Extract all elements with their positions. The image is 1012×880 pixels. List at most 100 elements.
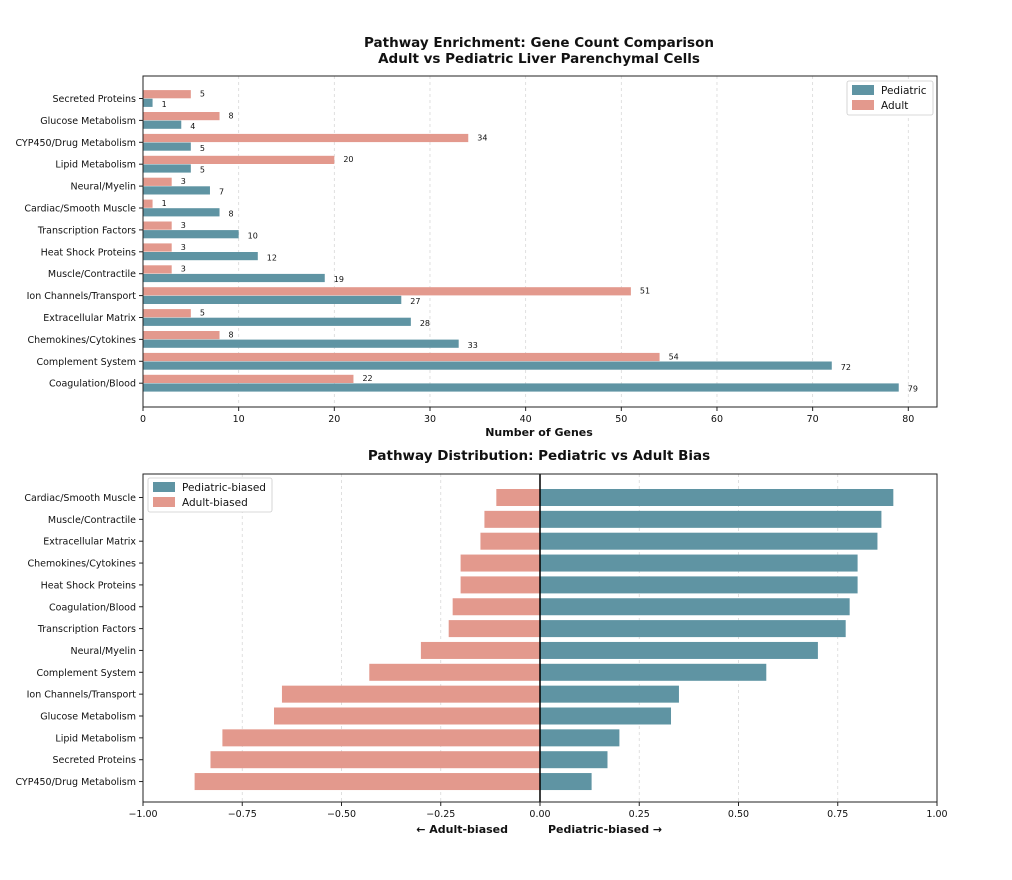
chart2-category-label: Complement System [36, 668, 136, 679]
chart2-bar-pediatric-biased [540, 576, 858, 594]
chart2-x-tick-label: 0.75 [827, 809, 848, 820]
chart1-bar-adult [143, 199, 153, 208]
gene-count-chart: Pathway Enrichment: Gene Count Compariso… [15, 35, 938, 439]
chart2-bar-adult-biased [480, 532, 540, 550]
chart1-value-label-pediatric: 72 [841, 363, 851, 372]
chart1-legend-swatch-adult [852, 100, 874, 110]
chart1-bar-pediatric [143, 142, 191, 151]
chart1-category-label: Heat Shock Proteins [41, 247, 136, 258]
chart2-x-tick-label: 1.00 [926, 809, 947, 820]
chart1-x-tick-label: 80 [902, 414, 914, 425]
chart2-bar-adult-biased [369, 663, 540, 681]
chart2-bar-adult-biased [222, 729, 540, 747]
chart1-category-label: Transcription Factors [37, 225, 136, 236]
bias-distribution-chart: Pathway Distribution: Pediatric vs Adult… [15, 448, 947, 836]
chart1-value-label-pediatric: 10 [248, 231, 258, 240]
chart1-x-axis-label: Number of Genes [485, 426, 593, 439]
chart2-category-label: Heat Shock Proteins [41, 580, 136, 591]
chart1-value-label-pediatric: 7 [219, 188, 224, 197]
chart2-x-axis-label-left: ← Adult-biased [416, 823, 508, 836]
chart1-bar-adult [143, 177, 172, 186]
chart1-category-label: Lipid Metabolism [55, 160, 136, 171]
chart2-x-tick-label: −0.50 [327, 809, 356, 820]
chart1-value-label-adult: 5 [200, 309, 205, 318]
chart1-value-label-pediatric: 8 [229, 210, 234, 219]
chart1-x-tick-label: 40 [520, 414, 532, 425]
chart1-value-label-pediatric: 12 [267, 253, 277, 262]
chart1-bar-adult [143, 155, 335, 164]
chart2-bar-pediatric-biased [540, 532, 878, 550]
chart1-bar-pediatric [143, 317, 411, 326]
chart1-bar-adult [143, 374, 354, 383]
chart1-category-label: Cardiac/Smooth Muscle [24, 204, 136, 215]
chart2-bar-adult-biased [484, 510, 540, 528]
chart1-value-label-adult: 51 [640, 287, 650, 296]
chart1-value-label-pediatric: 5 [200, 166, 205, 175]
chart1-category-label: Muscle/Contractile [48, 269, 136, 280]
chart2-bar-pediatric-biased [540, 598, 850, 616]
chart2-category-label: Coagulation/Blood [49, 602, 136, 613]
chart1-category-label: Ion Channels/Transport [27, 291, 137, 302]
chart1-bar-adult [143, 90, 191, 99]
chart1-title: Pathway Enrichment: Gene Count Compariso… [364, 35, 714, 51]
chart2-x-axis-label-right: Pediatric-biased → [548, 823, 662, 836]
chart1-value-label-adult: 3 [181, 265, 186, 274]
chart2-bar-pediatric-biased [540, 663, 767, 681]
chart1-category-label: Neural/Myelin [70, 182, 136, 193]
chart2-category-label: Extracellular Matrix [43, 537, 136, 548]
chart1-legend: Pediatric Adult [846, 80, 934, 116]
chart1-value-label-adult: 20 [343, 155, 353, 164]
chart1-subtitle: Adult vs Pediatric Liver Parenchymal Cel… [378, 51, 700, 67]
chart1-value-label-pediatric: 4 [190, 122, 195, 131]
chart1-plot-frame [142, 75, 938, 408]
chart1-value-label-pediatric: 79 [908, 385, 918, 394]
chart2-bar-pediatric-biased [540, 554, 858, 572]
chart2-bar-pediatric-biased [540, 510, 882, 528]
chart2-x-tick-label: 0.00 [529, 809, 550, 820]
chart2-category-label: Glucose Metabolism [40, 712, 136, 723]
chart2-category-label: Cardiac/Smooth Muscle [24, 493, 136, 504]
chart1-category-label: Secreted Proteins [52, 94, 136, 105]
chart2-bar-pediatric-biased [540, 707, 672, 725]
chart1-category-label: Glucose Metabolism [40, 116, 136, 127]
chart1-bar-pediatric [143, 295, 402, 304]
chart1-category-label: Extracellular Matrix [43, 313, 136, 324]
chart2-category-label: Chemokines/Cytokines [28, 559, 137, 570]
chart2-bar-pediatric-biased [540, 641, 818, 659]
chart2-bar-adult-biased [460, 576, 540, 594]
chart1-bar-adult [143, 331, 220, 340]
chart1-bar-adult [143, 243, 172, 252]
chart2-category-label: Secreted Proteins [52, 755, 136, 766]
chart1-category-label: Chemokines/Cytokines [28, 335, 137, 346]
chart1-category-label: CYP450/Drug Metabolism [15, 138, 136, 149]
chart1-bar-pediatric [143, 230, 239, 239]
chart1-value-label-adult: 3 [181, 243, 186, 252]
chart2-x-tick-label: −0.25 [426, 809, 455, 820]
chart1-bar-adult [143, 221, 172, 230]
chart2-category-label: Lipid Metabolism [55, 733, 136, 744]
chart1-bar-adult [143, 133, 469, 143]
chart2-bar-pediatric-biased [540, 729, 620, 747]
chart1-x-tick-label: 30 [424, 414, 436, 425]
chart2-legend-swatch-adult [153, 497, 175, 507]
chart1-legend-label-adult: Adult [881, 100, 908, 112]
chart1-bar-adult [143, 112, 220, 121]
chart1-value-label-pediatric: 33 [468, 341, 478, 350]
chart2-category-label: Muscle/Contractile [48, 515, 136, 526]
chart2-bar-adult-biased [496, 489, 540, 506]
chart1-bar-adult [143, 352, 660, 362]
chart2-bar-adult-biased [420, 641, 540, 659]
chart2-plot-frame [142, 473, 938, 803]
chart1-value-label-adult: 54 [669, 352, 679, 361]
chart2-category-label: Transcription Factors [37, 624, 136, 635]
chart2-legend-label-pediatric: Pediatric-biased [182, 482, 266, 494]
chart1-bar-pediatric [143, 164, 191, 173]
chart1-x-tick-label: 60 [711, 414, 723, 425]
chart1-category-label: Complement System [36, 357, 136, 368]
chart2-bar-adult-biased [452, 598, 540, 616]
chart2-bar-pediatric-biased [540, 620, 846, 638]
chart2-bar-pediatric-biased [540, 685, 679, 703]
chart2-bar-pediatric-biased [540, 489, 894, 506]
